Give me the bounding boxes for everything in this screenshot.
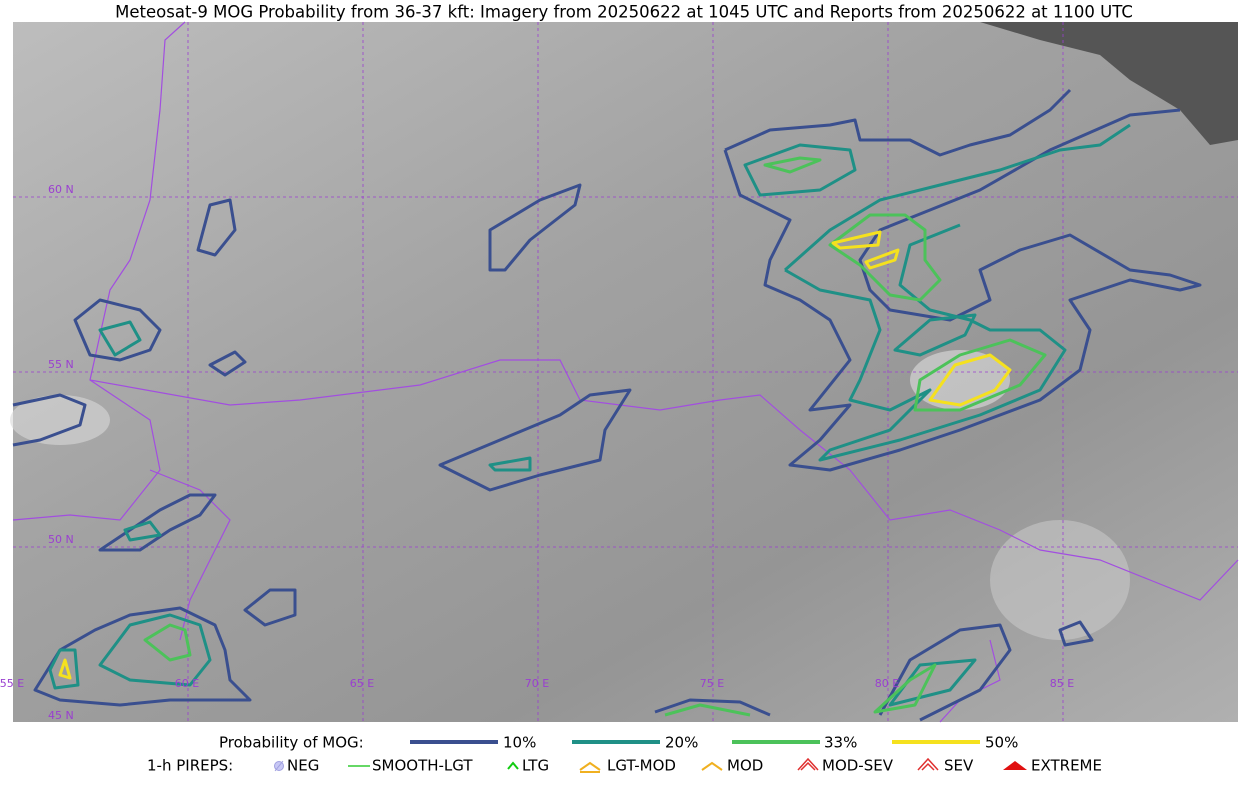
latitude-label: 45 N <box>48 709 74 722</box>
legend-item: SMOOTH-LGT <box>372 757 473 775</box>
cloud <box>990 520 1130 640</box>
legend-icon <box>917 757 939 771</box>
longitude-label: 65 E <box>350 677 374 690</box>
legend-item: 10% <box>503 734 536 752</box>
latitude-label: 55 N <box>48 358 74 371</box>
borders <box>12 21 1239 723</box>
legend-item: SEV <box>944 757 974 775</box>
longitude-labels: 55 E 60 E 65 E 70 E 75 E 80 E 85 E <box>0 677 1074 690</box>
title: Meteosat-9 MOG Probability from 36-37 kf… <box>115 3 1133 22</box>
legend-item: 33% <box>824 734 857 752</box>
map: 60 N 55 N 50 N 45 N 55 E 60 E 65 E 70 E … <box>0 21 1239 723</box>
legend-icon <box>274 760 284 772</box>
legend-item: 50% <box>985 734 1018 752</box>
legend-item: EXTREME <box>1031 757 1102 775</box>
legend-label: Probability of MOG: <box>219 734 364 752</box>
legend: Probability of MOG: 10% 20% 33% 50% 1-h … <box>147 734 1102 775</box>
legend-item: MOD <box>727 757 763 775</box>
longitude-label: 80 E <box>875 677 899 690</box>
legend-icon <box>701 761 723 771</box>
legend-icon <box>1003 761 1027 770</box>
legend-icon <box>507 761 519 770</box>
latitude-labels: 60 N 55 N 50 N 45 N <box>48 183 74 722</box>
legend-item: 20% <box>665 734 698 752</box>
legend-item: LGT-MOD <box>607 757 676 775</box>
latitude-label: 60 N <box>48 183 74 196</box>
legend-item: MOD-SEV <box>822 757 894 775</box>
longitude-label: 75 E <box>700 677 724 690</box>
longitude-label: 60 E <box>175 677 199 690</box>
latitude-label: 50 N <box>48 533 74 546</box>
legend-item: NEG <box>287 757 319 775</box>
longitude-label: 55 E <box>0 677 24 690</box>
contours <box>12 88 1202 722</box>
legend-item: LTG <box>522 757 549 775</box>
longitude-label: 70 E <box>525 677 549 690</box>
legend-icon <box>797 757 819 771</box>
longitude-label: 85 E <box>1050 677 1074 690</box>
legend-label: 1-h PIREPS: <box>147 757 233 775</box>
legend-icon <box>579 761 601 773</box>
no-data-region <box>980 22 1238 145</box>
